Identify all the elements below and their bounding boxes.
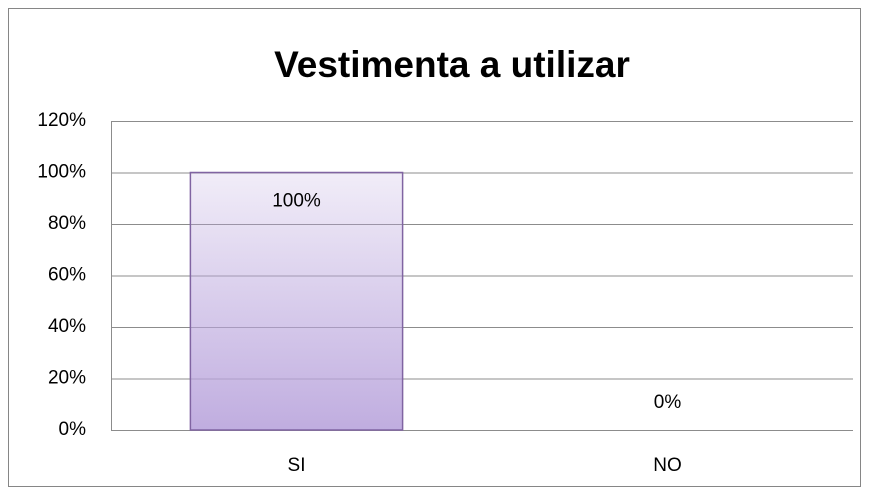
y-tick-label: 100% [37,162,86,183]
y-tick-label: 80% [48,213,86,234]
y-tick-label: 20% [48,368,86,389]
y-tick-label: 120% [37,110,86,131]
y-tick-label: 0% [59,419,87,440]
chart-border [8,8,861,487]
y-tick-label: 60% [48,265,86,286]
y-tick-label: 40% [48,316,86,337]
x-tick-label: NO [653,455,682,476]
bar [189,171,404,431]
value-label: 100% [272,191,321,212]
chart-title: Vestimenta a utilizar [274,44,630,85]
value-label: 0% [654,392,682,413]
x-tick-label: SI [288,455,306,476]
